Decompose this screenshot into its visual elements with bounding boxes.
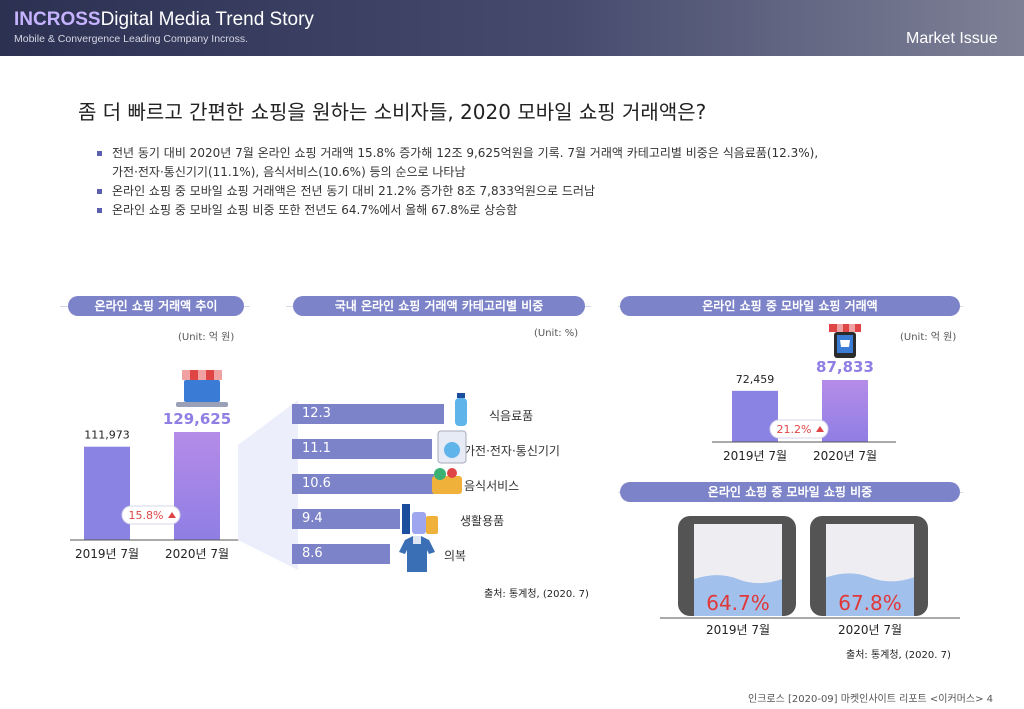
- chart-online-trend: 111,973 2019년 7월 129,625 2020년 7월 15.8%: [70, 410, 240, 561]
- up-arrow-icon: [168, 512, 176, 518]
- bar: [174, 432, 220, 540]
- tagline: Mobile & Convergence Leading Company Inc…: [14, 33, 249, 45]
- water-bottle-icon: [455, 393, 467, 426]
- header-banner: [0, 0, 1024, 56]
- x-tick-label: 2020년 7월: [838, 623, 902, 637]
- unit-label: (Unit: %): [534, 328, 579, 339]
- data-label: 111,973: [84, 429, 130, 442]
- mobile-shop-icon: [829, 324, 861, 358]
- category-bar: 12.3: [292, 404, 444, 424]
- data-label: 129,625: [163, 410, 231, 428]
- washing-machine-icon: [437, 430, 467, 464]
- source-label: 출처: 통계청, (2020. 7): [484, 589, 589, 600]
- footer-page-label: 인크로스 [2020-09] 마켓인사이트 리포트 <이커머스> 4: [748, 694, 993, 705]
- category-label: 의복: [444, 549, 467, 563]
- data-label: 64.7%: [706, 591, 770, 615]
- panel-title: 국내 온라인 쇼핑 거래액 카테고리별 비중: [293, 296, 585, 316]
- data-label: 87,833: [816, 358, 874, 376]
- x-tick-label: 2019년 7월: [75, 547, 139, 561]
- bullet-text: 온라인 쇼핑 중 모바일 쇼핑 거래액은 전년 동기 대비 21.2% 증가한 …: [112, 184, 595, 198]
- category-label: 식음료품: [489, 409, 534, 423]
- bar: [84, 446, 130, 540]
- bullet-text: 전년 동기 대비 2020년 7월 온라인 쇼핑 거래액 15.8% 증가해 1…: [112, 146, 819, 160]
- x-tick-label: 2019년 7월: [706, 623, 770, 637]
- bullet-text: 가전·전자·통신기기(11.1%), 음식서비스(10.6%) 등의 순으로 나…: [112, 165, 466, 179]
- household-goods-icon: [402, 504, 438, 534]
- unit-label: (Unit: 억 원): [900, 332, 957, 343]
- category-label: 생활용품: [460, 514, 505, 528]
- category-bar: 10.6: [292, 474, 434, 494]
- fill-level: [694, 575, 782, 616]
- source-label: 출처: 통계청, (2020. 7): [846, 650, 951, 661]
- fill-level: [826, 573, 914, 616]
- panel-title: 온라인 쇼핑 거래액 추이: [68, 296, 244, 316]
- brand-logo: INCROSSDigital Media Trend Story: [14, 9, 314, 30]
- panel-title: 온라인 쇼핑 중 모바일 쇼핑 거래액: [620, 296, 960, 316]
- panel-title: 온라인 쇼핑 중 모바일 쇼핑 비중: [620, 482, 960, 502]
- chart-mobile-share: 64.7% 2019년 7월 67.8% 2020년 7월: [660, 516, 960, 637]
- x-tick-label: 2020년 7월: [813, 449, 877, 463]
- x-tick-label: 2019년 7월: [723, 449, 787, 463]
- growth-label: 21.2%: [777, 423, 812, 436]
- category-label: 가전·전자·통신기기: [464, 444, 560, 458]
- growth-label: 15.8%: [129, 509, 164, 522]
- up-arrow-icon: [816, 426, 824, 432]
- growth-badge: [769, 419, 829, 439]
- clothing-icon: [399, 536, 435, 572]
- category-label: 음식서비스: [464, 479, 520, 493]
- category-bar: 9.4: [292, 509, 400, 529]
- shop-laptop-icon: [176, 370, 228, 407]
- bar: [732, 390, 778, 442]
- page-title: 좀 더 빠르고 간편한 쇼핑을 원하는 소비자들, 2020 모바일 쇼핑 거래…: [78, 100, 707, 124]
- food-delivery-icon: [432, 468, 462, 494]
- data-label: 67.8%: [838, 591, 902, 615]
- growth-badge: [121, 505, 181, 525]
- section-label: Market Issue: [906, 30, 998, 47]
- category-bar: 11.1: [292, 439, 432, 459]
- bullet-text: 온라인 쇼핑 중 모바일 쇼핑 비중 또한 전년도 64.7%에서 올해 67.…: [112, 203, 518, 217]
- bullet-icon: [97, 189, 102, 194]
- category-chart: 12.3 식음료품 11.1 가전·전자·통신기기 10.6 음식서비스 9.4 생활용품 8.…: [292, 404, 592, 574]
- category-bar: 8.6: [292, 544, 390, 564]
- x-tick-label: 2020년 7월: [165, 547, 229, 561]
- funnel-shape: [238, 400, 298, 570]
- bar: [822, 380, 868, 442]
- unit-label: (Unit: 억 원): [178, 332, 235, 343]
- bullet-icon: [97, 208, 102, 213]
- bullet-icon: [97, 151, 102, 156]
- data-label: 72,459: [736, 373, 775, 386]
